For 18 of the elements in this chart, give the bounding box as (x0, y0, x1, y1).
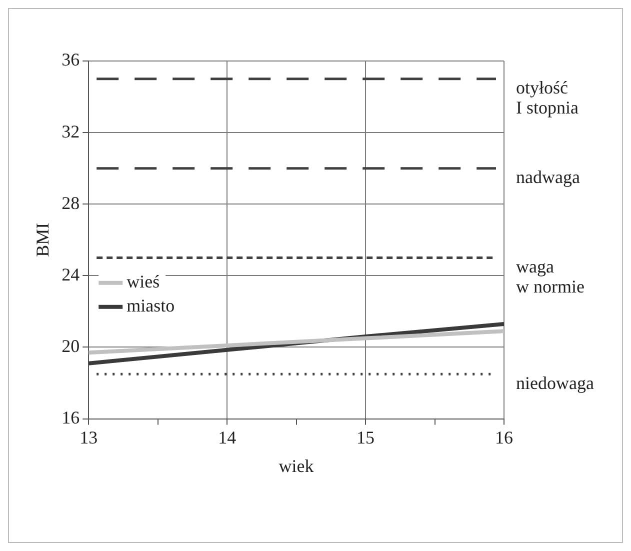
y-tick-label: 32 (62, 121, 80, 142)
legend-label: wieś (126, 272, 160, 292)
y-axis-title: BMI (32, 222, 53, 257)
legend-label: miasto (126, 296, 175, 316)
x-tick-label: 14 (218, 427, 236, 448)
ref-line-label: nadwaga (516, 167, 580, 188)
ref-line-label: waga w normie (516, 256, 584, 297)
x-tick-label: 13 (80, 427, 98, 448)
x-axis-title: wiek (278, 456, 314, 476)
ref-line-label: niedowaga (516, 372, 594, 393)
y-tick-label: 28 (62, 192, 80, 213)
ref-line-label: otyłość I stopnia (516, 78, 578, 118)
y-tick-label: 16 (62, 408, 80, 428)
y-tick-label: 20 (62, 336, 80, 356)
y-tick-label: 36 (62, 50, 80, 70)
x-tick-label: 15 (356, 427, 375, 448)
x-tick-label: 16 (495, 427, 513, 448)
y-tick-label: 24 (62, 264, 80, 284)
